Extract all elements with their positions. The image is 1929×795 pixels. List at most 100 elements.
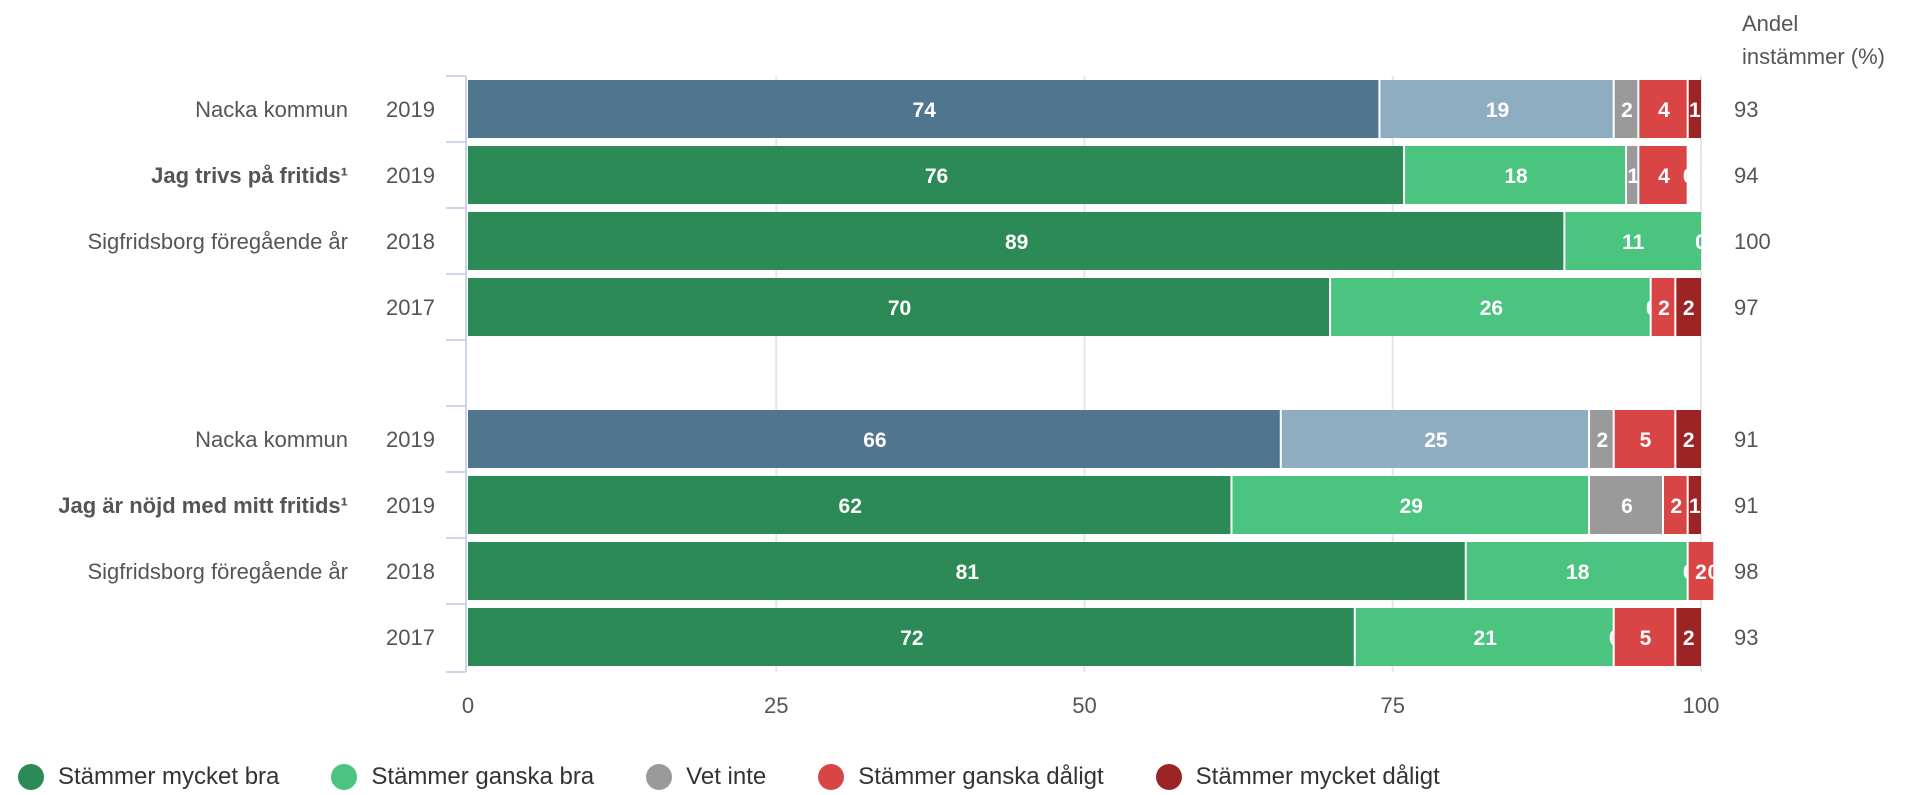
row-total: 91	[1734, 427, 1758, 452]
legend-marker	[331, 764, 358, 790]
bar-segment	[468, 542, 1465, 600]
bar-segment	[1614, 80, 1638, 138]
bar-segment	[1627, 146, 1638, 204]
bar-value-label: 4	[1658, 99, 1670, 122]
bar-value-label: 1	[1689, 495, 1701, 518]
bar-segment	[1355, 608, 1613, 666]
bar-segment	[1688, 476, 1701, 534]
row-year: 2017	[386, 625, 435, 650]
bar-segment	[1639, 146, 1687, 204]
bar-value-label: 1	[1689, 99, 1701, 122]
legend-label: Stämmer ganska bra	[371, 763, 595, 790]
x-tick-label: 50	[1072, 693, 1096, 718]
row-year: 2018	[386, 229, 435, 254]
bar-segment	[468, 278, 1330, 336]
row-label: Nacka kommun	[195, 427, 348, 452]
legend-item[interactable]: Stämmer ganska bra	[331, 763, 594, 791]
bar-segment	[1331, 278, 1650, 336]
side-header-line1: Andel	[1742, 11, 1798, 36]
bar-segment	[468, 410, 1280, 468]
row-year: 2019	[386, 427, 435, 452]
bar-value-label: 2	[1695, 561, 1707, 584]
legend-item[interactable]: Stämmer mycket bra	[18, 763, 279, 791]
bar-value-label: 18	[1566, 561, 1590, 584]
row-total: 91	[1734, 493, 1758, 518]
bar-segment	[468, 608, 1354, 666]
row-year: 2019	[386, 97, 435, 122]
bar-value-label: 1	[1627, 165, 1639, 188]
row-total: 98	[1734, 559, 1758, 584]
bar-value-label: 2	[1683, 429, 1695, 452]
row-label: Sigfridsborg föregående år	[88, 559, 349, 584]
bar-segment	[1688, 80, 1701, 138]
side-header-line2: instämmer (%)	[1742, 44, 1885, 69]
legend-item[interactable]: Vet inte	[646, 763, 766, 791]
bar-segment	[468, 212, 1564, 270]
bar-value-label: 70	[888, 297, 911, 320]
bar-segment	[1688, 542, 1714, 600]
legend-label: Stämmer mycket dåligt	[1195, 763, 1440, 790]
bar-value-label: 5	[1640, 627, 1652, 650]
stacked-bar-chart: 7419241761814089110007026022662525262296…	[58, 11, 1885, 718]
row-year: 2019	[386, 493, 435, 518]
bar-value-label: 81	[956, 561, 980, 584]
row-label: Nacka kommun	[195, 97, 348, 122]
row-year: 2018	[386, 559, 435, 584]
legend-label: Vet inte	[686, 763, 767, 790]
bar-segment	[1639, 80, 1687, 138]
bar-value-label: 62	[839, 495, 862, 518]
bar-segment	[468, 146, 1404, 204]
row-year: 2019	[386, 163, 435, 188]
bar-segment	[1614, 410, 1675, 468]
row-total: 93	[1734, 97, 1758, 122]
bar-segment	[1380, 80, 1613, 138]
bar-value-label: 0	[1683, 165, 1695, 188]
bar-segment	[468, 80, 1379, 138]
bar-segment	[1466, 542, 1687, 600]
bar-value-label: 74	[913, 99, 937, 122]
bar-value-label: 19	[1486, 99, 1509, 122]
row-total: 94	[1734, 163, 1758, 188]
bar-segment	[1281, 410, 1589, 468]
bar-value-label: 0	[1707, 561, 1719, 584]
bar-value-label: 2	[1621, 99, 1633, 122]
bar-value-label: 89	[1005, 231, 1028, 254]
bar-segment	[1232, 476, 1589, 534]
row-total: 100	[1734, 229, 1771, 254]
bar-value-label: 2	[1683, 627, 1695, 650]
row-total: 93	[1734, 625, 1758, 650]
bar-value-label: 5	[1640, 429, 1652, 452]
bar-value-label: 21	[1474, 627, 1498, 650]
bar-value-label: 0	[1695, 231, 1707, 254]
legend-marker	[1155, 764, 1182, 790]
bar-segment	[1676, 410, 1701, 468]
bar-segment	[1614, 608, 1675, 666]
bar-value-label: 2	[1597, 429, 1609, 452]
bar-value-label: 2	[1670, 495, 1682, 518]
bar-value-label: 72	[900, 627, 923, 650]
legend-item[interactable]: Stämmer mycket dåligt	[1155, 763, 1440, 791]
legend-marker	[646, 764, 673, 790]
legend-marker	[818, 764, 845, 790]
bar-value-label: 2	[1683, 297, 1695, 320]
x-tick-label: 0	[462, 693, 474, 718]
bar-value-label: 18	[1504, 165, 1528, 188]
bar-value-label: 6	[1621, 495, 1633, 518]
legend-item[interactable]: Stämmer ganska dåligt	[818, 763, 1104, 791]
bar-segment	[1676, 278, 1701, 336]
bar-segment	[468, 476, 1231, 534]
bar-value-label: 26	[1480, 297, 1503, 320]
bar-value-label: 0	[1695, 231, 1707, 254]
bar-segment	[1664, 476, 1687, 534]
legend-label: Stämmer mycket bra	[58, 763, 280, 790]
x-tick-label: 100	[1683, 693, 1720, 718]
bar-value-label: 76	[925, 165, 948, 188]
bar-value-label: 0	[1695, 231, 1707, 254]
bar-segment	[1590, 410, 1613, 468]
question-label: Jag är nöjd med mitt fritids¹	[58, 493, 348, 518]
bars: 7419241761814089110007026022662525262296…	[468, 80, 1719, 666]
row-year: 2017	[386, 295, 435, 320]
bar-value-label: 29	[1400, 495, 1423, 518]
row-total: 97	[1734, 295, 1758, 320]
